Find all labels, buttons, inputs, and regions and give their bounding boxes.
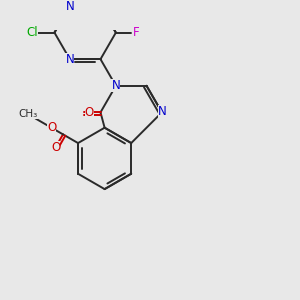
Text: N: N [65,0,74,13]
Text: O: O [51,140,60,154]
Text: F: F [133,26,139,39]
Text: N: N [65,53,74,66]
Text: CH₃: CH₃ [19,110,38,119]
Text: O: O [47,121,56,134]
Text: O: O [85,106,94,119]
Text: Cl: Cl [27,26,38,39]
Text: N: N [112,79,120,92]
Text: N: N [158,104,166,118]
